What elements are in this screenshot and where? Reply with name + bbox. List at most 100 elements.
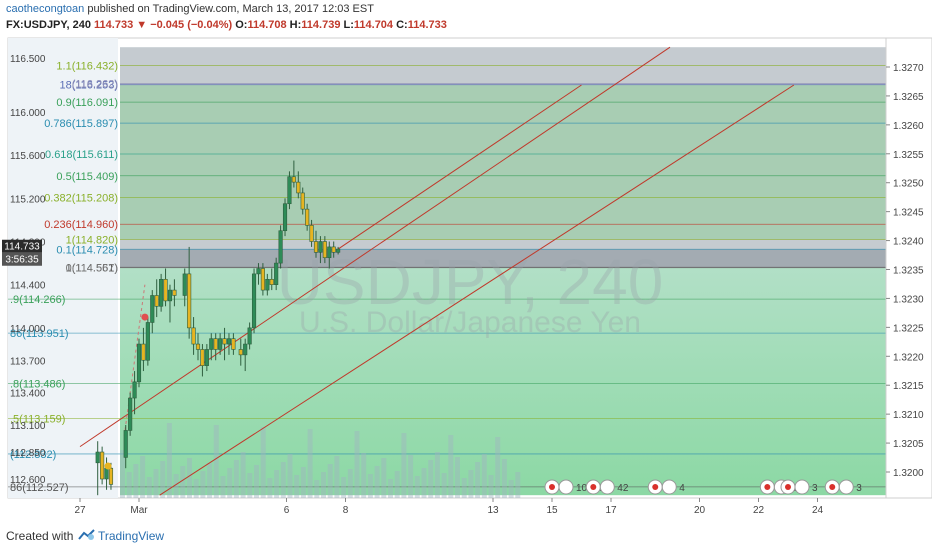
volume-bar [388, 479, 393, 498]
candle-up [243, 343, 248, 356]
price-chart[interactable]: 1.1(116.432) 18(116.253)(116.262) 0.9(116.… [0, 36, 932, 518]
left-axis-tick: 115.600 [10, 151, 46, 162]
volume-bar [374, 466, 380, 498]
candle-up [128, 397, 133, 431]
history-region [8, 38, 118, 498]
author-link[interactable]: caothecongtoan [6, 3, 85, 15]
candle-up [136, 343, 142, 383]
volume-bar [140, 456, 146, 498]
candle-down [213, 338, 218, 350]
volume-bar [381, 458, 387, 498]
volume-bar [267, 478, 273, 498]
volume-bar [327, 464, 333, 498]
event-dot-icon [549, 484, 555, 490]
volume-bar [213, 425, 219, 498]
volume-bar [220, 476, 226, 498]
candle-up [159, 278, 164, 307]
left-axis-tick: 113.700 [10, 356, 46, 367]
symbol-label[interactable]: FX:USDJPY, 240 [6, 19, 91, 31]
event-us-flag-icon [794, 479, 810, 495]
fib-level-label: 1.1(116.432) [56, 60, 118, 72]
fib-level-label: 0.5(115.409) [56, 171, 118, 183]
ohlc-line: FX:USDJPY, 240 114.733 ▼ −0.045 (−0.04%)… [6, 19, 447, 31]
candle-down [331, 246, 336, 253]
candle-up [204, 349, 209, 366]
event-dot-icon [829, 484, 836, 490]
candle-down [191, 327, 196, 345]
volume-bar [207, 463, 213, 498]
last-price: 114.733 [94, 19, 134, 31]
fib-level-label: 0.236(114.960) [44, 219, 118, 231]
volume-bar [200, 471, 206, 498]
event-dot-icon [764, 484, 771, 490]
volume-bar [227, 468, 233, 498]
left-axis-tick: 112.600 [10, 475, 46, 486]
fib-level-label: 0.786(115.897) [44, 118, 118, 130]
volume-bar [428, 460, 434, 498]
open-label: O: [235, 19, 248, 31]
event-us-flag-icon [661, 479, 677, 495]
fib-level-label: 0(114.557) [66, 263, 118, 275]
right-axis-tick: 1.3205 [893, 439, 924, 450]
candle-up [104, 467, 109, 480]
channel-upper-line [79, 46, 671, 448]
low-value: 114.704 [353, 19, 394, 31]
event-dot-icon [652, 484, 659, 490]
event-count: 3 [812, 483, 818, 494]
x-axis-tick: 15 [546, 505, 558, 516]
close-label: C: [396, 19, 408, 31]
candle-up [145, 322, 150, 361]
volume-bar [455, 457, 460, 498]
x-axis-tick: 6 [284, 505, 290, 516]
countdown-label: 3:56:35 [5, 255, 39, 266]
candle-up [265, 278, 270, 291]
created-with-text: Created with [6, 529, 74, 543]
volume-bar [334, 456, 340, 498]
fib-level-label: 18(116.253) [59, 80, 118, 92]
right-axis-tick: 1.3230 [893, 294, 924, 305]
candle-down [108, 467, 114, 485]
candle-up [274, 262, 279, 285]
tradingview-logo-icon[interactable] [78, 529, 96, 541]
candle-down [154, 295, 159, 307]
volume-bar [488, 475, 494, 498]
candle-up [327, 246, 332, 259]
candle-down [300, 192, 305, 210]
candle-down [163, 278, 168, 302]
right-axis-tick: 1.3245 [893, 208, 924, 219]
volume-bar [414, 476, 420, 498]
fib-level-label: 86(113.951) [10, 328, 69, 340]
candle-down [309, 225, 314, 242]
event-dot-icon [785, 484, 791, 490]
volume-bar [300, 467, 306, 498]
volume-bar [180, 466, 186, 498]
candle-down [231, 338, 236, 350]
left-axis-tick: 112.850 [10, 448, 46, 459]
volume-bar [146, 477, 152, 498]
fib-level-label: 1(114.820) [66, 234, 118, 246]
candle-down [260, 268, 265, 291]
left-axis-tick: 113.100 [10, 421, 46, 432]
volume-bar [166, 423, 172, 498]
volume-bar [408, 455, 414, 498]
volume-bar [481, 454, 487, 498]
right-axis-tick: 1.3220 [893, 352, 924, 363]
right-axis-tick: 1.3200 [893, 468, 924, 479]
open-value: 114.708 [247, 19, 287, 31]
volume-bar [394, 471, 400, 498]
right-axis-tick: 1.3215 [893, 381, 924, 392]
left-axis-tick: 116.500 [10, 54, 46, 65]
candle-up [247, 327, 252, 345]
fib-level-label: 0.1(114.728) [56, 244, 118, 256]
candle-up [167, 289, 173, 302]
fib-level-label: .5(113.159) [10, 414, 65, 426]
right-axis-tick: 1.3210 [893, 410, 924, 421]
x-axis-tick: 22 [753, 505, 765, 516]
volume-bar [515, 472, 521, 498]
volume-bar [233, 460, 239, 498]
high-label: H: [289, 19, 302, 31]
point-marker [141, 313, 149, 321]
tradingview-brand-link[interactable]: TradingView [98, 529, 165, 543]
volume-bar [254, 465, 259, 498]
dashed-connector [123, 284, 146, 436]
